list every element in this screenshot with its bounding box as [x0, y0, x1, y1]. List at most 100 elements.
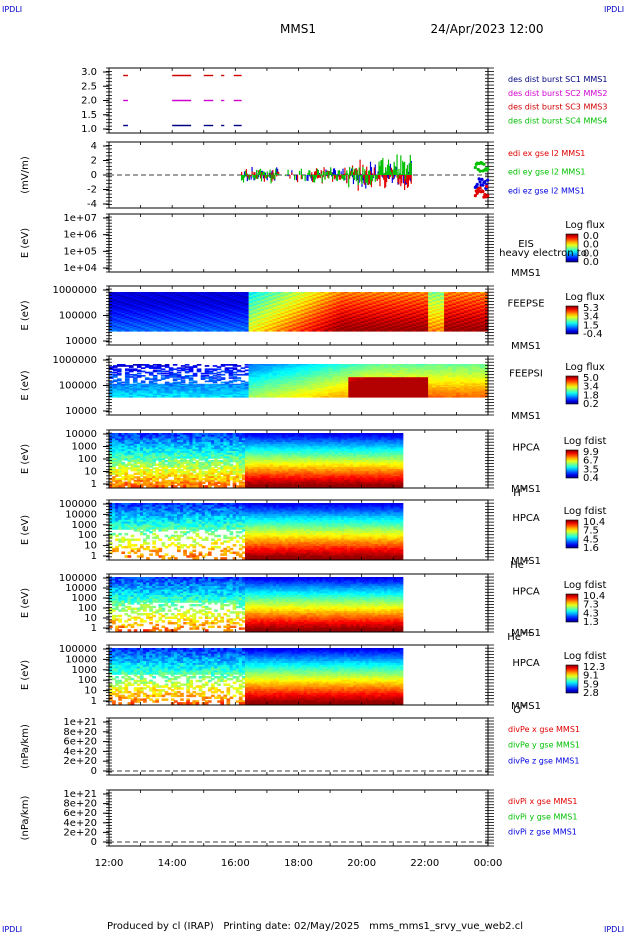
- spectrogram-cell: [328, 311, 334, 314]
- spectrogram-cell: [472, 321, 477, 324]
- spectrogram-cell: [340, 310, 345, 313]
- spectrogram-cell: [328, 327, 334, 329]
- spectrogram-cell: [264, 312, 270, 315]
- spectrogram-cell: [144, 303, 150, 306]
- spectrogram-cell: [172, 389, 178, 391]
- spectrogram-cell: [320, 310, 326, 313]
- spectrogram-cell: [292, 367, 298, 369]
- spectrogram-cell: [344, 308, 349, 311]
- spectrogram-cell: [112, 392, 118, 395]
- spectrogram-cell: [136, 369, 142, 372]
- spectrogram-cell: [184, 368, 190, 371]
- spectrogram-cell: [164, 314, 170, 316]
- spectrogram-cell: [248, 381, 254, 384]
- spectrogram-cell: [164, 392, 170, 395]
- spectrogram-cell: [212, 325, 218, 328]
- spectrogram-cell: [460, 308, 465, 311]
- spectrogram-cell: [244, 373, 250, 376]
- spectrogram-cell: [452, 321, 457, 324]
- spectrogram-cell: [216, 298, 222, 301]
- spectrogram-cell: [272, 386, 278, 388]
- spectrogram-cell: [280, 324, 286, 327]
- spectrogram-cell: [324, 328, 330, 331]
- spectrogram-cell: [188, 315, 194, 318]
- spectrogram-cell: [168, 312, 174, 315]
- spectrogram-cell: [272, 367, 278, 369]
- spectrogram-cell: [288, 386, 294, 388]
- spectrogram-cell: [304, 388, 310, 390]
- spectrogram-cell: [188, 301, 194, 303]
- spectrogram-cell: [208, 307, 214, 310]
- spectrogram-cell: [180, 311, 186, 314]
- spectrogram-cell: [192, 293, 198, 296]
- spectrogram-cell: [464, 293, 469, 296]
- spectrogram-cell: [156, 364, 162, 366]
- spectrogram-cell: [136, 364, 142, 366]
- spectrogram-cell: [236, 314, 242, 316]
- spectrogram-cell: [368, 320, 373, 323]
- spectrogram-cell: [468, 301, 473, 303]
- spectrogram-cell: [180, 314, 186, 316]
- spectrogram-cell: [172, 316, 178, 319]
- spectrogram-cell: [244, 389, 250, 391]
- spectrogram-cell: [132, 323, 138, 326]
- spectrogram-cell: [392, 314, 397, 316]
- spectrogram-cell: [360, 299, 365, 302]
- spectrogram-cell: [484, 293, 489, 296]
- spectrogram-cell: [308, 328, 314, 331]
- spectrogram-cell: [480, 329, 485, 332]
- spectrogram-cell: [228, 370, 234, 373]
- spectrogram-cell: [408, 307, 413, 310]
- spectrogram-cell: [144, 384, 150, 387]
- spectrogram-cell: [172, 308, 178, 311]
- spectrogram-cell: [112, 310, 118, 313]
- spectrogram-cell: [152, 367, 158, 369]
- spectrogram-cell: [456, 324, 461, 327]
- spectrogram-cell: [224, 323, 230, 326]
- spectrogram-cell: [112, 308, 118, 311]
- spectrogram-cell: [140, 293, 146, 296]
- spectrogram-cell: [320, 328, 326, 331]
- spectrogram-cell: [428, 301, 433, 303]
- spectrogram-cell: [456, 311, 461, 314]
- spectrogram-cell: [392, 321, 397, 324]
- spectrogram-cell: [336, 292, 341, 294]
- spectrogram-cell: [164, 321, 170, 324]
- spectrogram-cell: [164, 387, 170, 389]
- spectrogram-cell: [364, 316, 369, 319]
- spectrogram-cell: [316, 391, 322, 394]
- spectrogram-cell: [460, 310, 465, 313]
- spectrogram-cell: [324, 301, 330, 303]
- spectrogram-cell: [296, 365, 302, 367]
- spectrogram-cell: [432, 305, 437, 307]
- spectrogram-cell: [276, 324, 282, 327]
- spectrogram-cell: [132, 303, 138, 306]
- spectrogram-cell: [172, 310, 178, 313]
- spectrogram-cell: [284, 394, 290, 397]
- spectrogram-cell: [260, 373, 266, 376]
- spectrogram-cell: [112, 394, 118, 397]
- spectrogram-cell: [336, 299, 341, 302]
- spectrogram-cell: [320, 294, 326, 297]
- spectrogram-cell: [280, 311, 286, 314]
- spectrogram-cell: [312, 380, 318, 383]
- spectrogram-cell: [300, 329, 306, 332]
- spectrogram-cell: [336, 327, 341, 329]
- spectrogram-cell: [264, 395, 270, 398]
- spectrogram-cell: [320, 373, 326, 376]
- spectrogram-cell: [152, 316, 158, 319]
- spectrogram-cell: [276, 303, 282, 306]
- spectrogram-cell: [156, 379, 162, 382]
- spectrogram-cell: [284, 320, 290, 323]
- spectrogram-cell: [440, 303, 445, 306]
- spectrogram-cell: [344, 316, 349, 319]
- spectrogram-cell: [116, 394, 122, 397]
- spectrogram-cell: [260, 292, 266, 294]
- spectrogram-cell: [460, 297, 465, 300]
- spectrogram-cell: [260, 298, 266, 301]
- spectrogram-cell: [112, 365, 118, 367]
- spectrogram-cell: [112, 366, 118, 368]
- spectrogram-cell: [152, 392, 158, 395]
- spectrogram-cell: [280, 372, 286, 375]
- spectrogram-cell: [344, 299, 349, 302]
